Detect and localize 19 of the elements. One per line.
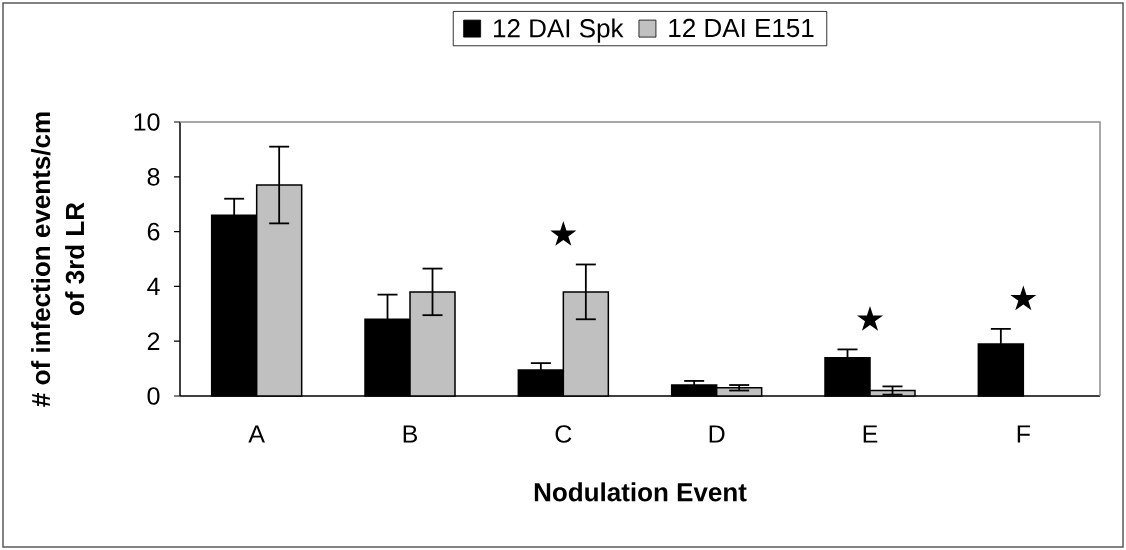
legend-label: 12 DAI Spk — [494, 18, 624, 43]
legend-label: 12 DAI E151 — [669, 18, 814, 38]
y-tick-label: 2 — [147, 332, 160, 350]
annotation: ★ — [856, 306, 884, 331]
x-axis-title: Nodulation Event — [534, 482, 747, 502]
y-tick-label: 0 — [147, 387, 160, 405]
x-tick-label: D — [709, 425, 725, 443]
x-tick-label: B — [403, 425, 418, 443]
y-axis-title: # of infection events/cm of 3rd LR — [31, 112, 85, 407]
x-tick-label: E — [863, 425, 878, 443]
x-tick-label: A — [248, 425, 265, 443]
annotation: ★ — [1010, 285, 1037, 311]
y-tick-label: 8 — [147, 167, 160, 186]
x-tick-label: C — [555, 425, 572, 443]
annotation: ★ — [550, 221, 577, 246]
y-tick-label: 10 — [134, 113, 160, 131]
x-tick-label: F — [1017, 425, 1030, 443]
y-tick-label: 6 — [147, 222, 160, 241]
y-tick-label: 4 — [147, 277, 160, 295]
